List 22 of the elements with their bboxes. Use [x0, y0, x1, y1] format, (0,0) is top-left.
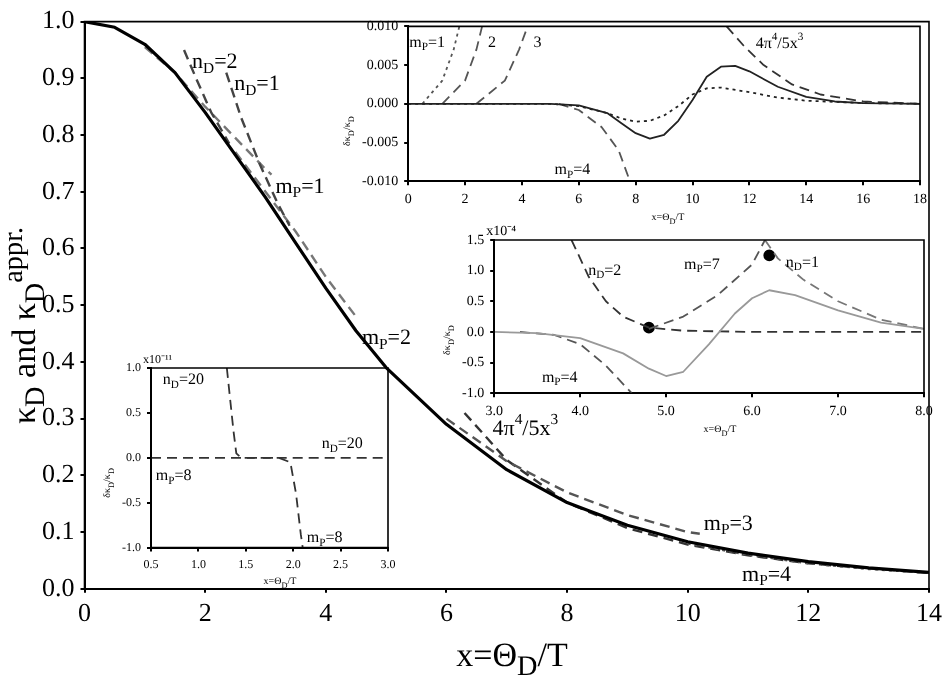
y-tick-label: 0.0 [42, 571, 75, 602]
y-tick-label: 0.2 [42, 458, 75, 489]
y-tick-label: 0.7 [42, 174, 76, 205]
y-tick-label: 1.0 [42, 4, 75, 35]
y-tick-label: 0.1 [42, 514, 75, 545]
y-tick-label: 0.5 [42, 288, 75, 319]
x-tick-label: 0 [78, 597, 91, 628]
x-tick-label: 10 [674, 597, 701, 628]
y-tick-label: 0.4 [42, 344, 76, 375]
annotation: 3 [533, 32, 542, 51]
x-axis-title: x=Θ$_{D}$/T [454, 636, 570, 684]
y-tick-label: 0.6 [42, 231, 76, 262]
x-tick-label: 14 [916, 597, 943, 628]
x-tick-label: 8 [560, 597, 574, 628]
x-tick-label: 12 [795, 597, 822, 628]
x-tick-label: 2 [198, 597, 212, 628]
y-tick-label: 0.3 [42, 401, 75, 432]
annotation: 2 [488, 32, 497, 51]
y-tick-label: 0.8 [42, 117, 75, 148]
x-tick-label: 6 [439, 597, 454, 628]
x-tick-label: 4 [319, 597, 334, 628]
y-tick-label: 0.9 [42, 61, 75, 92]
